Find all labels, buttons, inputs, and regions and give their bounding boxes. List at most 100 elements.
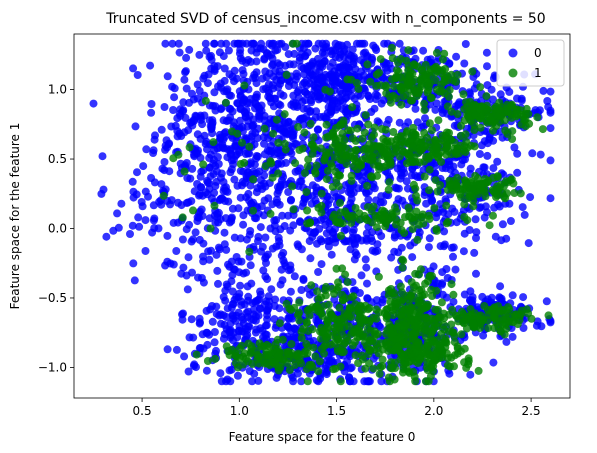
data-point — [303, 90, 312, 99]
data-point — [273, 189, 282, 198]
data-point — [517, 306, 526, 315]
data-point — [353, 233, 362, 242]
data-point — [300, 194, 309, 203]
data-point — [327, 107, 336, 116]
data-point — [192, 363, 200, 372]
data-point — [442, 293, 451, 302]
data-point — [309, 133, 318, 142]
data-point — [251, 93, 260, 102]
data-point — [291, 75, 300, 84]
data-point — [258, 242, 267, 251]
data-point — [419, 122, 428, 131]
data-point — [528, 149, 537, 158]
data-point — [139, 162, 148, 171]
data-point — [225, 146, 234, 155]
data-point — [284, 50, 293, 59]
data-point — [177, 201, 186, 210]
data-point — [233, 181, 242, 190]
data-point — [300, 169, 309, 177]
data-point — [463, 110, 472, 119]
data-point — [210, 39, 218, 48]
data-point — [175, 48, 184, 57]
data-point — [544, 311, 553, 320]
data-point — [389, 91, 398, 100]
data-point — [372, 296, 381, 305]
data-point — [246, 261, 255, 270]
data-point — [201, 39, 210, 48]
data-point — [297, 286, 306, 294]
data-point — [377, 99, 386, 108]
data-point — [219, 187, 228, 196]
data-point — [448, 328, 457, 336]
data-point — [219, 293, 228, 301]
data-point — [248, 377, 257, 386]
data-point — [397, 298, 406, 306]
data-point — [197, 205, 206, 214]
data-point — [319, 214, 328, 223]
points-layer — [89, 39, 555, 386]
data-point — [398, 83, 407, 92]
data-point — [236, 234, 245, 243]
data-point — [303, 206, 312, 215]
data-point — [482, 92, 491, 101]
data-point — [154, 224, 163, 233]
data-point — [378, 362, 387, 371]
data-point — [251, 104, 259, 113]
data-point — [281, 145, 290, 154]
data-point — [311, 44, 320, 53]
data-point — [449, 243, 458, 252]
data-point — [316, 374, 325, 383]
data-point — [438, 87, 447, 95]
data-point — [274, 169, 283, 178]
data-point — [131, 122, 140, 131]
data-point — [376, 323, 385, 332]
data-point — [336, 63, 345, 72]
data-point — [309, 75, 318, 84]
data-point — [413, 196, 422, 205]
data-point — [347, 218, 356, 227]
data-point — [254, 232, 263, 241]
data-point — [238, 56, 247, 65]
data-point — [393, 342, 402, 351]
data-point — [247, 39, 256, 48]
data-point — [441, 195, 450, 204]
data-point — [472, 228, 481, 237]
data-point — [309, 343, 318, 352]
data-point — [483, 81, 492, 90]
data-point — [371, 247, 380, 256]
data-point — [324, 300, 333, 309]
data-point — [343, 75, 352, 84]
data-point — [297, 62, 306, 71]
data-point — [372, 305, 381, 314]
data-point — [414, 220, 423, 229]
data-point — [338, 296, 347, 305]
data-point — [199, 252, 207, 261]
data-point — [242, 193, 250, 202]
data-point — [451, 77, 460, 86]
data-point — [329, 128, 338, 137]
data-point — [240, 81, 249, 90]
data-point — [323, 317, 332, 326]
data-point — [318, 77, 327, 86]
data-point — [425, 234, 434, 243]
data-point — [199, 160, 208, 169]
data-point — [173, 132, 182, 141]
data-point — [385, 178, 394, 187]
data-point — [163, 345, 172, 354]
data-point — [262, 73, 271, 82]
data-point — [254, 311, 263, 320]
data-point — [382, 89, 391, 98]
data-point — [369, 364, 378, 373]
data-point — [440, 227, 449, 236]
data-point — [438, 55, 447, 64]
data-point — [285, 366, 294, 374]
data-point — [236, 116, 244, 125]
data-point — [157, 125, 166, 134]
data-point — [317, 293, 325, 302]
data-point — [439, 320, 448, 329]
data-point — [519, 293, 528, 302]
data-point — [417, 66, 426, 74]
data-point — [434, 116, 443, 125]
data-point — [262, 84, 270, 93]
data-point — [361, 338, 369, 347]
